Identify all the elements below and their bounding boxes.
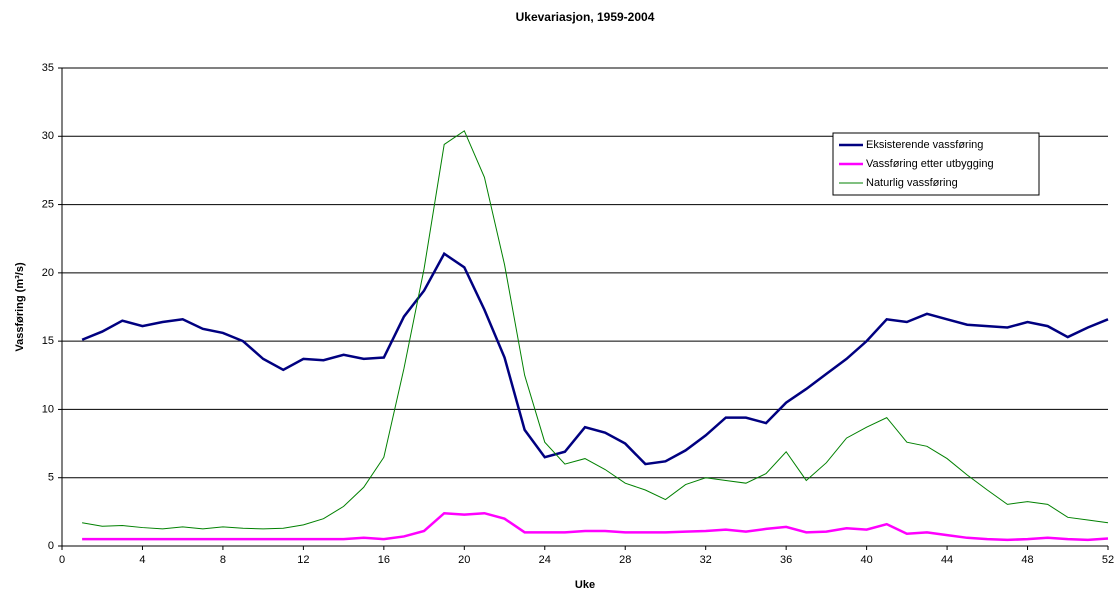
y-tick-label: 0 xyxy=(48,540,54,552)
x-tick-label: 52 xyxy=(1102,554,1114,566)
legend-box xyxy=(832,132,1040,196)
x-tick-label: 0 xyxy=(59,554,65,566)
x-tick-label: 48 xyxy=(1021,554,1033,566)
x-tick-label: 32 xyxy=(700,554,712,566)
series-line xyxy=(82,511,1109,542)
x-tick-label: 16 xyxy=(378,554,390,566)
series-line xyxy=(81,251,1109,466)
x-tick-label: 4 xyxy=(139,554,145,566)
x-tick-label: 12 xyxy=(297,554,309,566)
x-tick-label: 20 xyxy=(458,554,470,566)
y-tick-label: 5 xyxy=(48,472,54,484)
legend-label: Eksisterende vassføring xyxy=(866,139,983,151)
legend-label: Naturlig vassføring xyxy=(866,177,958,189)
x-tick-label: 44 xyxy=(941,554,953,566)
x-tick-label: 8 xyxy=(220,554,226,566)
x-tick-label: 24 xyxy=(539,554,551,566)
y-tick-label: 10 xyxy=(42,403,54,415)
y-tick-label: 35 xyxy=(42,62,54,74)
y-axis-label: Vassføring (m³/s) xyxy=(14,262,26,352)
y-tick-label: 25 xyxy=(42,198,54,210)
x-tick-label: 40 xyxy=(860,554,872,566)
chart-title: Ukevariasjon, 1959-2004 xyxy=(516,10,655,24)
y-tick-label: 15 xyxy=(42,335,54,347)
legend-label: Vassføring etter utbygging xyxy=(866,158,994,170)
x-axis-label: Uke xyxy=(575,579,595,591)
y-tick-label: 30 xyxy=(42,130,54,142)
x-tick-label: 36 xyxy=(780,554,792,566)
series-line xyxy=(82,130,1109,530)
x-tick-label: 28 xyxy=(619,554,631,566)
y-tick-label: 20 xyxy=(42,267,54,279)
